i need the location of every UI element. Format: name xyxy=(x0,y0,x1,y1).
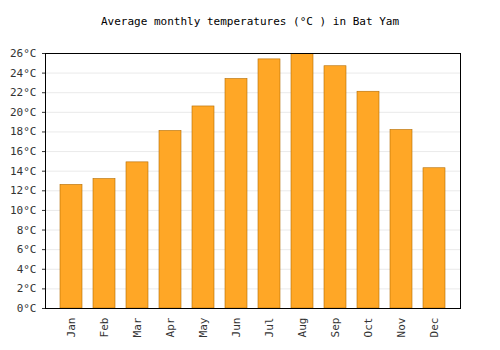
svg-text:20°C: 20°C xyxy=(10,106,37,119)
svg-text:24°C: 24°C xyxy=(10,67,37,80)
svg-text:14°C: 14°C xyxy=(10,165,37,178)
svg-text:22°C: 22°C xyxy=(10,86,37,99)
svg-text:4°C: 4°C xyxy=(17,263,37,276)
svg-text:Dec: Dec xyxy=(428,318,441,338)
svg-text:Aug: Aug xyxy=(296,318,309,338)
svg-text:Jan: Jan xyxy=(65,318,78,338)
svg-text:6°C: 6°C xyxy=(17,243,37,256)
svg-text:Apr: Apr xyxy=(164,317,177,337)
svg-text:2°C: 2°C xyxy=(17,282,37,295)
svg-text:10°C: 10°C xyxy=(10,204,37,217)
svg-text:Mar: Mar xyxy=(131,317,144,337)
svg-text:18°C: 18°C xyxy=(10,125,37,138)
svg-text:Nov: Nov xyxy=(395,317,408,337)
svg-text:Oct: Oct xyxy=(362,318,375,338)
svg-text:Jul: Jul xyxy=(263,318,276,338)
svg-text:Sep: Sep xyxy=(329,318,342,338)
svg-text:8°C: 8°C xyxy=(17,224,37,237)
svg-text:26°C: 26°C xyxy=(10,47,37,60)
svg-text:Feb: Feb xyxy=(98,318,111,338)
svg-text:May: May xyxy=(197,317,210,337)
svg-text:12°C: 12°C xyxy=(10,184,37,197)
svg-text:0°C: 0°C xyxy=(17,302,37,315)
svg-text:16°C: 16°C xyxy=(10,145,37,158)
svg-text:Jun: Jun xyxy=(230,318,243,338)
html-text:Average monthly temperatures (: Average monthly temperatures (°C ) in Ba… xyxy=(101,15,399,28)
